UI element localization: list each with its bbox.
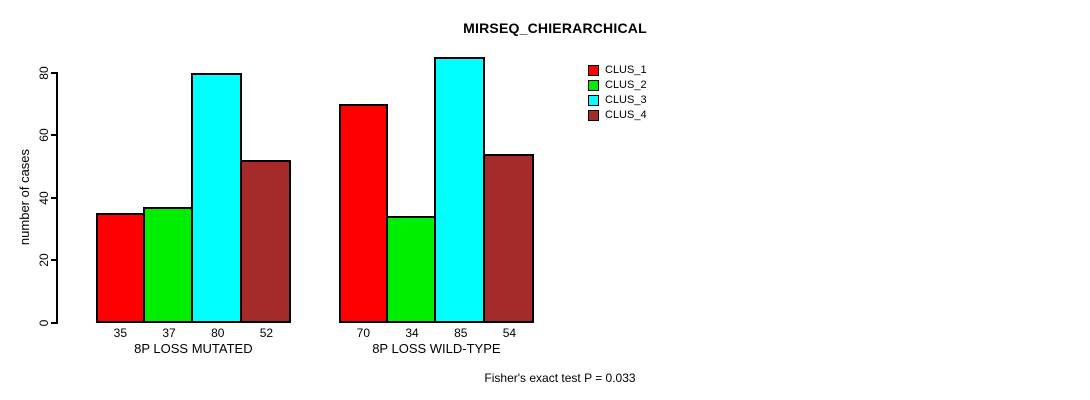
y-axis-tick	[51, 71, 56, 74]
legend-swatch-clus_2	[588, 80, 599, 91]
bar-clus_2-group2	[385, 216, 437, 323]
bar-clus_3-group1	[191, 72, 243, 323]
legend-label: CLUS_4	[605, 109, 647, 121]
bar-value-label: 70	[356, 326, 371, 340]
bar-value-label: 34	[405, 326, 419, 340]
y-axis-tick	[51, 321, 56, 324]
bar-value-label: 37	[162, 326, 176, 340]
legend-item: CLUS_2	[588, 78, 647, 93]
y-axis-tick	[51, 134, 56, 136]
y-axis-tick	[51, 259, 56, 261]
bar-value-label: 85	[454, 326, 468, 340]
legend-swatch-clus_4	[588, 110, 599, 121]
chart-title: MIRSEQ_CHIERARCHICAL	[463, 20, 647, 36]
y-axis-tick-label: 40	[37, 190, 51, 205]
y-axis-tick-label: 80	[37, 65, 51, 80]
bar-value-label: 35	[113, 326, 128, 340]
bar-clus_2-group1	[142, 206, 194, 323]
y-axis-tick-label: 0	[37, 319, 51, 326]
bar-value-label: 52	[259, 326, 274, 340]
y-axis-line	[56, 71, 58, 324]
legend-swatch-clus_1	[588, 65, 599, 76]
legend-swatch-clus_3	[588, 95, 599, 106]
y-axis-tick	[51, 196, 56, 199]
y-axis-tick-label: 60	[37, 128, 51, 142]
bar-clus_1-group1	[96, 213, 145, 323]
bar-clus_1-group2	[339, 103, 388, 323]
legend-label: CLUS_3	[605, 94, 647, 106]
legend-item: CLUS_1	[588, 63, 647, 78]
legend-label: CLUS_2	[605, 79, 647, 91]
legend-item: CLUS_3	[588, 93, 647, 108]
x-category-label: 8P LOSS MUTATED	[134, 341, 253, 356]
legend-item: CLUS_4	[588, 108, 647, 123]
bar-clus_4-group1	[240, 160, 291, 323]
legend: CLUS_1 CLUS_2 CLUS_3 CLUS_4	[588, 63, 647, 123]
legend-label: CLUS_1	[605, 64, 647, 76]
y-axis-tick-label: 20	[37, 253, 51, 267]
bar-clus_3-group2	[434, 56, 486, 323]
bar-clus_4-group2	[483, 153, 534, 323]
bar-value-label: 80	[211, 326, 225, 340]
stat-test-annotation: Fisher's exact test P = 0.033	[484, 371, 636, 385]
bar-value-label: 54	[502, 326, 517, 340]
y-axis-label: number of cases	[17, 148, 32, 246]
x-category-label: 8P LOSS WILD-TYPE	[372, 341, 501, 356]
